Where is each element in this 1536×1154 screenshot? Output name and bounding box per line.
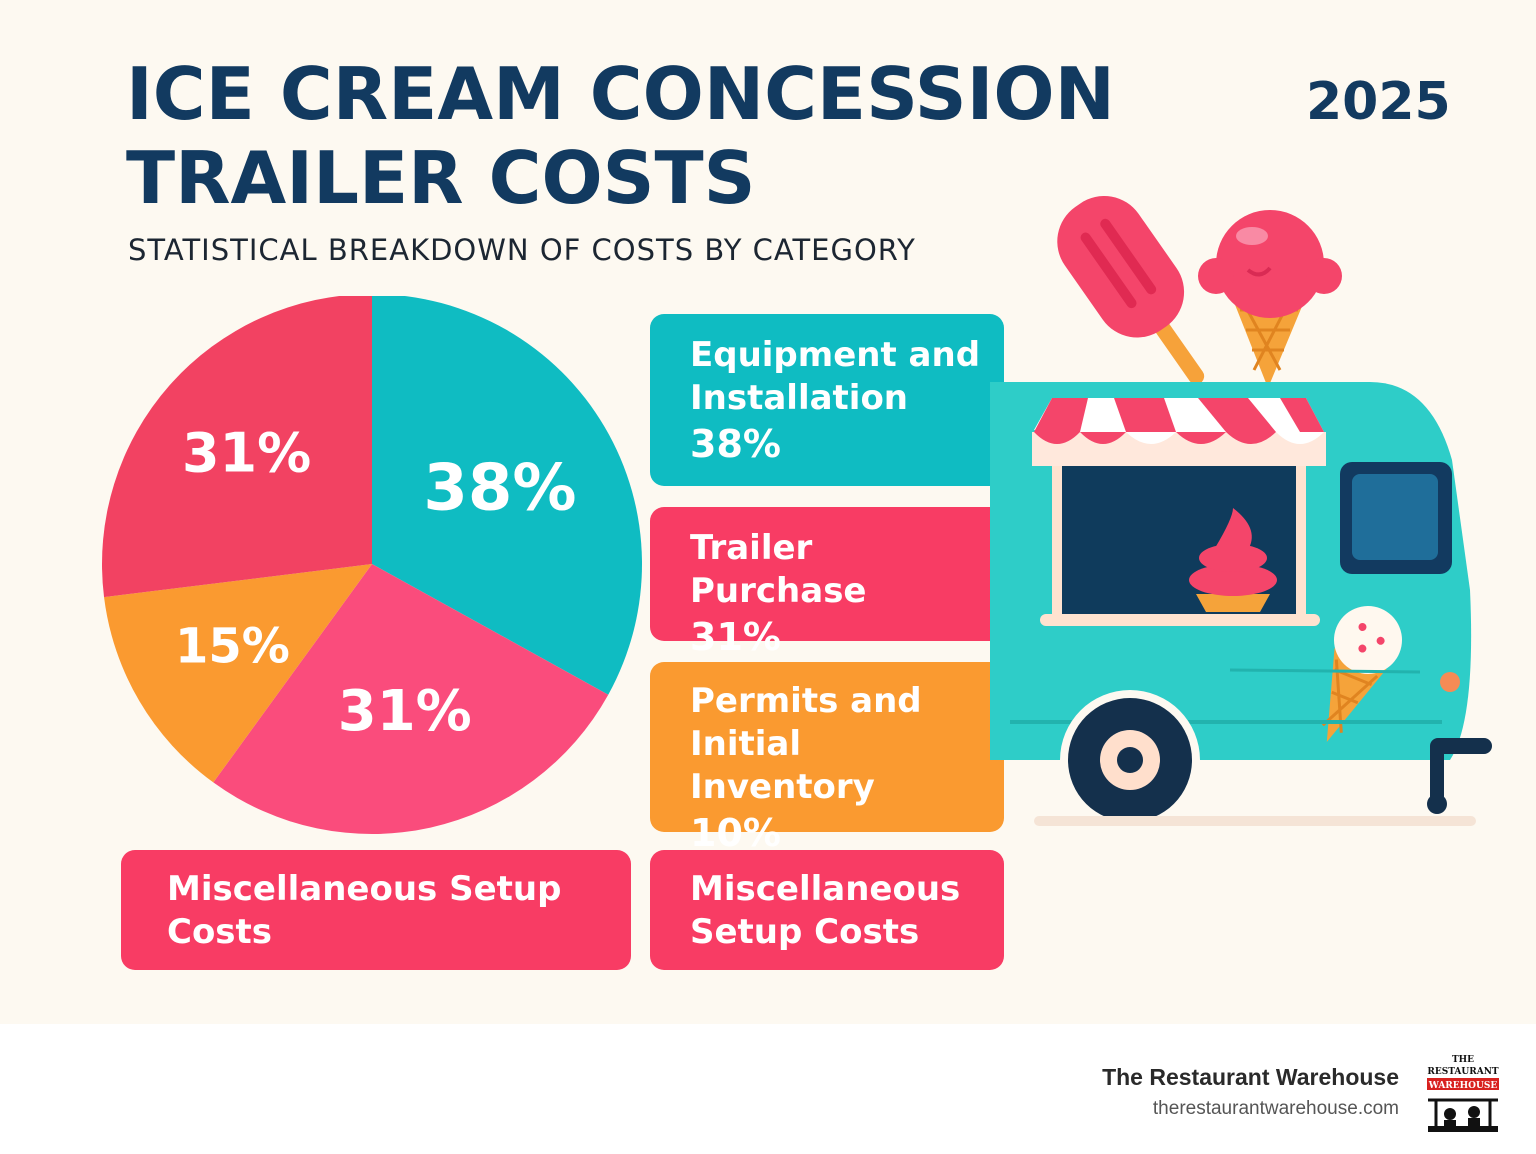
page-subtitle: STATISTICAL BREAKDOWN OF COSTS BY CATEGO… [128, 233, 916, 267]
brand-url[interactable]: therestaurantwarehouse.com [1152, 1098, 1399, 1119]
pie-slice-label: 31% [338, 679, 472, 744]
restaurant-warehouse-logo: THE RESTAURANT WAREHOUSE [1424, 1052, 1502, 1132]
svg-text:THE: THE [1452, 1055, 1474, 1065]
brand-name: The Restaurant Warehouse [1102, 1064, 1399, 1090]
legend-label: Miscellaneous Setup Costs [167, 869, 562, 952]
page-title: ICE CREAM CONCESSION TRAILER COSTS [126, 52, 1115, 220]
pie-slice [104, 564, 372, 783]
legend-card-equipment: Equipment and Installation 38% [650, 314, 1004, 486]
ice-cream-truck-icon [990, 195, 1492, 830]
legend-card-misc: Miscellaneous Setup Costs [650, 850, 1004, 970]
legend-card-permits: Permits and Initial Inventory 10% [650, 662, 1004, 855]
pie-slice-label: 15% [175, 618, 290, 674]
legend-label: Miscellaneous Setup Costs [690, 869, 961, 952]
legend-value: 10% [690, 811, 781, 855]
pie-slice-label: 31% [182, 422, 311, 485]
footer [0, 1024, 1536, 1154]
legend-label: Permits and Initial Inventory [690, 681, 922, 807]
popsicle-icon [1057, 195, 1205, 385]
legend-label: Equipment and Installation [690, 335, 981, 418]
pie-slice [372, 296, 643, 695]
legend-card-misc-left: Miscellaneous Setup Costs [121, 850, 631, 970]
pie-slice [102, 296, 372, 598]
pie-slice-label: 38% [423, 452, 576, 526]
legend-card-trailer: Trailer Purchase 31% [650, 507, 1004, 659]
soft-serve-icon [1189, 508, 1277, 612]
legend-value: 38% [690, 422, 781, 466]
ice-cream-cone-icon [1198, 210, 1342, 388]
pie-slice [213, 564, 609, 835]
svg-text:RESTAURANT: RESTAURANT [1427, 1067, 1499, 1077]
legend-value: 31% [690, 615, 781, 659]
svg-text:WAREHOUSE: WAREHOUSE [1428, 1081, 1498, 1091]
legend-label: Trailer Purchase [690, 528, 867, 611]
year-label: 2025 [1306, 72, 1451, 132]
pie-chart: 38% 31% 15% 31% [102, 296, 643, 835]
